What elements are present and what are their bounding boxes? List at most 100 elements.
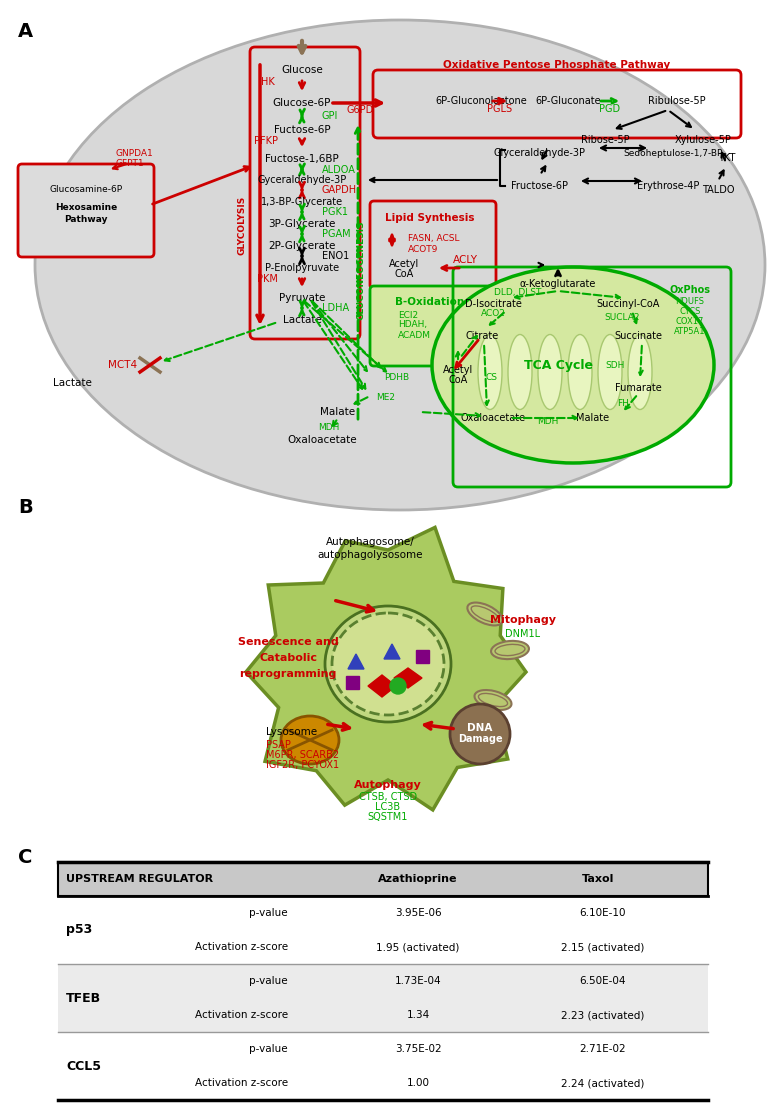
Text: DNM1L: DNM1L bbox=[506, 629, 540, 639]
Ellipse shape bbox=[478, 334, 502, 410]
Polygon shape bbox=[394, 668, 422, 688]
Text: Ribose-5P: Ribose-5P bbox=[581, 135, 629, 145]
Text: Fuctose-1,6BP: Fuctose-1,6BP bbox=[265, 154, 339, 164]
Ellipse shape bbox=[467, 603, 503, 625]
Text: GPI: GPI bbox=[322, 111, 338, 121]
Text: 6P-Gluconate: 6P-Gluconate bbox=[535, 96, 601, 106]
Text: M6PR, SCARB2: M6PR, SCARB2 bbox=[266, 750, 339, 760]
Ellipse shape bbox=[432, 267, 714, 463]
Text: ME2: ME2 bbox=[376, 393, 395, 402]
Text: Taxol: Taxol bbox=[582, 874, 614, 885]
Text: PGAM: PGAM bbox=[322, 229, 351, 240]
Ellipse shape bbox=[491, 641, 529, 659]
Bar bbox=[346, 676, 359, 688]
Ellipse shape bbox=[628, 334, 652, 410]
Text: B: B bbox=[18, 498, 32, 517]
Text: 1.34: 1.34 bbox=[406, 1010, 429, 1020]
Text: CYCS: CYCS bbox=[679, 307, 701, 316]
Bar bbox=[58, 1066, 708, 1100]
Bar bbox=[58, 1032, 708, 1066]
FancyBboxPatch shape bbox=[18, 164, 154, 257]
Text: PFKP: PFKP bbox=[254, 136, 278, 146]
Text: UPSTREAM REGULATOR: UPSTREAM REGULATOR bbox=[66, 874, 213, 885]
Text: Glucose-6P: Glucose-6P bbox=[273, 98, 332, 108]
Text: GLYCOLYSIS: GLYCOLYSIS bbox=[237, 195, 247, 255]
Bar bbox=[58, 862, 708, 896]
Text: 2.23 (activated): 2.23 (activated) bbox=[561, 1010, 645, 1020]
Ellipse shape bbox=[508, 334, 532, 410]
Text: Oxidative Pentose Phosphate Pathway: Oxidative Pentose Phosphate Pathway bbox=[443, 60, 671, 70]
Ellipse shape bbox=[598, 334, 622, 410]
Ellipse shape bbox=[454, 735, 492, 753]
Text: 3P-Glycerate: 3P-Glycerate bbox=[268, 219, 335, 229]
Text: Sedoheptulose-1,7-BP: Sedoheptulose-1,7-BP bbox=[623, 148, 722, 157]
Text: SUCLA2: SUCLA2 bbox=[604, 313, 640, 322]
Text: 2P-Glycerate: 2P-Glycerate bbox=[268, 241, 335, 251]
Text: Xylulose-5P: Xylulose-5P bbox=[675, 135, 732, 145]
Text: Fuctose-6P: Fuctose-6P bbox=[274, 125, 330, 135]
Ellipse shape bbox=[568, 334, 592, 410]
Text: Oxaloacetate: Oxaloacetate bbox=[460, 413, 526, 423]
Text: Hexosamine: Hexosamine bbox=[55, 204, 117, 213]
Text: P-Enolpyruvate: P-Enolpyruvate bbox=[265, 263, 339, 273]
Text: C: C bbox=[18, 848, 32, 867]
Text: Glyceraldehyde-3P: Glyceraldehyde-3P bbox=[494, 148, 586, 158]
Text: Malate: Malate bbox=[577, 413, 610, 423]
Text: Autophagosome/: Autophagosome/ bbox=[325, 537, 414, 547]
Text: Pyruvate: Pyruvate bbox=[279, 293, 325, 303]
Text: Fructose-6P: Fructose-6P bbox=[511, 180, 568, 190]
Text: α-Ketoglutarate: α-Ketoglutarate bbox=[520, 278, 596, 289]
Text: GNPDA1: GNPDA1 bbox=[115, 148, 153, 157]
Text: 6.10E-10: 6.10E-10 bbox=[580, 908, 626, 918]
Bar bbox=[58, 930, 708, 964]
Text: ACLY: ACLY bbox=[453, 255, 477, 265]
Text: MDH: MDH bbox=[537, 418, 559, 427]
Text: PDHB: PDHB bbox=[384, 373, 409, 382]
Text: Damage: Damage bbox=[458, 734, 503, 744]
Bar bbox=[416, 649, 429, 663]
Text: Azathioprine: Azathioprine bbox=[379, 874, 458, 885]
Text: Glucose: Glucose bbox=[281, 65, 323, 75]
Text: Citrate: Citrate bbox=[466, 331, 499, 341]
Text: 1.95 (activated): 1.95 (activated) bbox=[376, 942, 460, 952]
Text: Oxaloacetate: Oxaloacetate bbox=[287, 434, 357, 444]
Text: TALDO: TALDO bbox=[702, 185, 735, 195]
Text: SDH: SDH bbox=[605, 361, 625, 370]
Text: Lipid Synthesis: Lipid Synthesis bbox=[386, 213, 475, 223]
Text: G6PD: G6PD bbox=[346, 105, 374, 115]
Text: Malate: Malate bbox=[321, 407, 355, 417]
Circle shape bbox=[450, 704, 510, 764]
Text: Lysosome: Lysosome bbox=[266, 727, 317, 737]
Text: Lactate: Lactate bbox=[52, 378, 92, 388]
Text: FASN, ACSL: FASN, ACSL bbox=[408, 234, 460, 243]
Text: DLD, DLST: DLD, DLST bbox=[494, 289, 542, 297]
Text: LDHA: LDHA bbox=[322, 303, 349, 313]
FancyBboxPatch shape bbox=[370, 286, 496, 367]
Text: ATP5A1: ATP5A1 bbox=[675, 328, 705, 336]
Text: GLUCONEOGENESIS: GLUCONEOGENESIS bbox=[356, 221, 365, 320]
Polygon shape bbox=[368, 675, 396, 697]
Text: Ribulose-5P: Ribulose-5P bbox=[648, 96, 705, 106]
Text: CoA: CoA bbox=[449, 375, 468, 385]
Text: MCT4: MCT4 bbox=[108, 360, 137, 370]
Text: p-value: p-value bbox=[249, 976, 288, 986]
Text: reprogramming: reprogramming bbox=[239, 670, 337, 680]
Text: autophagolysosome: autophagolysosome bbox=[317, 550, 423, 560]
Text: Acetyl: Acetyl bbox=[443, 365, 473, 375]
Text: Fumarate: Fumarate bbox=[614, 383, 662, 393]
Text: Autophagy: Autophagy bbox=[354, 780, 422, 790]
Text: ACOT9: ACOT9 bbox=[408, 244, 439, 254]
Text: 2.15 (activated): 2.15 (activated) bbox=[561, 942, 645, 952]
Text: 1.73E-04: 1.73E-04 bbox=[395, 976, 441, 986]
Text: ACADM: ACADM bbox=[398, 331, 431, 340]
Text: Lactate: Lactate bbox=[282, 315, 322, 325]
Text: SQSTM1: SQSTM1 bbox=[368, 812, 408, 822]
Text: MDH: MDH bbox=[318, 423, 339, 432]
Text: OxPhos: OxPhos bbox=[669, 285, 711, 295]
Text: 3.75E-02: 3.75E-02 bbox=[395, 1044, 441, 1054]
Text: TFEB: TFEB bbox=[66, 991, 101, 1005]
Text: Acetyl: Acetyl bbox=[389, 258, 419, 268]
Bar bbox=[58, 896, 708, 930]
Text: Gyceraldehyde-3P: Gyceraldehyde-3P bbox=[258, 175, 347, 185]
Text: ACO2: ACO2 bbox=[480, 310, 506, 319]
